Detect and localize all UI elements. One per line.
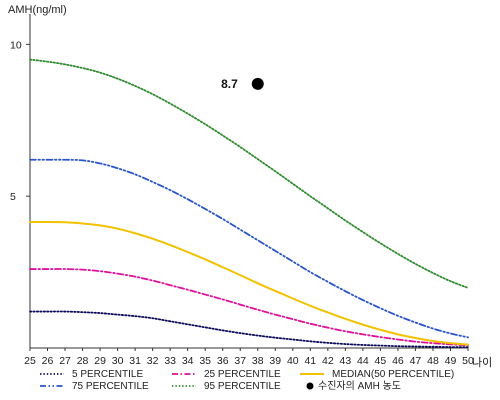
series-line-75-percentile	[29, 158, 469, 339]
x-axis-title: 나이	[472, 356, 492, 369]
legend-label-75-percentile: 75 PERCENTILE	[72, 381, 149, 392]
x-tick-label: 49	[445, 355, 457, 367]
x-tick-label: 38	[252, 355, 264, 367]
x-tick-label: 47	[410, 355, 422, 367]
x-tick-label: 32	[147, 355, 159, 367]
x-tick-label: 41	[304, 355, 316, 367]
legend-label-95-percentile: 95 PERCENTILE	[204, 381, 281, 392]
axes-layer: AMH(ng/ml) 나이 5 10 25 26 27 28 29 30 31 32 33 34 35 36 3…	[8, 4, 492, 369]
legend-label-patient-amh: 수진자의 AMH 농도	[318, 380, 401, 392]
point-layer: 8.7	[221, 77, 264, 91]
series-line-25-percentile	[29, 268, 469, 347]
x-tick-label: 30	[112, 355, 124, 367]
x-tick-label: 37	[234, 355, 246, 367]
x-tick-label: 27	[59, 355, 71, 367]
x-tick-label: 25	[24, 355, 36, 367]
x-tick-label: 31	[129, 355, 141, 367]
series-line-median-50-percentile	[29, 220, 469, 346]
legend-label-median-50-percentile: MEDIAN(50 PERCENTILE)	[332, 369, 454, 380]
patient-amh-point-label: 8.7	[221, 77, 238, 91]
x-tick-label: 45	[375, 355, 387, 367]
legend-point-marker	[306, 382, 314, 390]
x-tick-label: 34	[182, 355, 194, 367]
y-tick-label: 10	[10, 39, 22, 51]
y-tick-label: 5	[10, 191, 16, 203]
x-tick-label: 39	[269, 355, 281, 367]
x-tick-label: 48	[427, 355, 439, 367]
x-tick-label: 50	[462, 355, 474, 367]
series-layer	[29, 58, 469, 349]
x-tick-label: 33	[164, 355, 176, 367]
x-tick-label: 43	[340, 355, 352, 367]
patient-amh-point	[251, 77, 264, 90]
x-tick-label: 36	[217, 355, 229, 367]
x-tick-label: 46	[392, 355, 404, 367]
x-tick-label: 35	[199, 355, 211, 367]
series-line-95-percentile	[29, 58, 469, 289]
x-tick-label: 44	[357, 355, 369, 367]
legend-layer: 5 PERCENTILE 25 PERCENTILE MEDIAN(50 PERCE…	[40, 369, 454, 392]
x-tick-label: 42	[322, 355, 334, 367]
x-tick-label: 29	[94, 355, 106, 367]
x-tick-label: 28	[77, 355, 89, 367]
legend-label-25-percentile: 25 PERCENTILE	[204, 369, 281, 380]
legend-label-5-percentile: 5 PERCENTILE	[72, 369, 143, 380]
x-tick-label: 40	[287, 355, 299, 367]
x-tick-label: 26	[42, 355, 54, 367]
y-axis-title: AMH(ng/ml)	[8, 4, 67, 16]
series-line-5-percentile	[29, 310, 469, 349]
